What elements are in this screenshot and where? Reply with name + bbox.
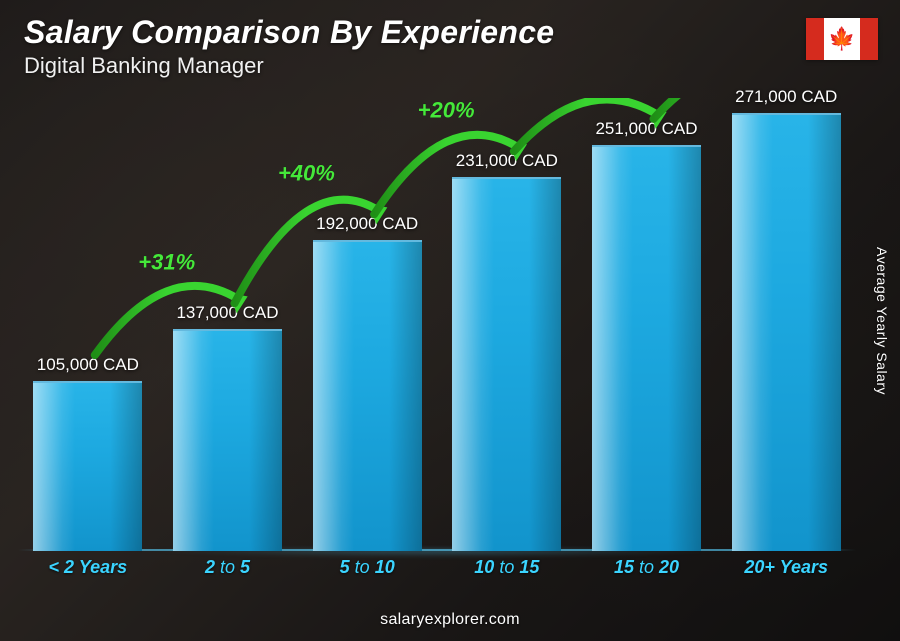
x-axis-label: 20+ Years <box>716 551 856 579</box>
bar: 231,000 CAD <box>452 177 561 551</box>
bar-slot: 192,000 CAD <box>297 98 437 551</box>
flag-band-left <box>806 18 824 60</box>
x-axis-label: < 2 Years <box>18 551 158 579</box>
title-block: Salary Comparison By Experience Digital … <box>24 14 554 79</box>
chart-subtitle: Digital Banking Manager <box>24 53 554 79</box>
y-axis-label: Average Yearly Salary <box>874 247 890 395</box>
maple-leaf-icon: 🍁 <box>828 28 855 50</box>
x-axis-label: 5 to 10 <box>297 551 437 579</box>
bar-slot: 271,000 CAD <box>716 98 856 551</box>
bar-value-label: 192,000 CAD <box>316 214 418 234</box>
x-axis-label: 10 to 15 <box>437 551 577 579</box>
bar-value-label: 231,000 CAD <box>456 151 558 171</box>
bar: 105,000 CAD <box>33 381 142 551</box>
bar: 192,000 CAD <box>313 240 422 551</box>
bar-value-label: 137,000 CAD <box>176 303 278 323</box>
bar: 137,000 CAD <box>173 329 282 551</box>
bar-slot: 231,000 CAD <box>437 98 577 551</box>
bar-slot: 137,000 CAD <box>158 98 298 551</box>
canada-flag-icon: 🍁 <box>806 18 878 60</box>
bar-value-label: 271,000 CAD <box>735 87 837 107</box>
bar-slot: 105,000 CAD <box>18 98 158 551</box>
x-axis-label: 2 to 5 <box>158 551 298 579</box>
flag-band-right <box>860 18 878 60</box>
bar-value-label: 251,000 CAD <box>595 119 697 139</box>
chart-title: Salary Comparison By Experience <box>24 14 554 51</box>
footer-source: salaryexplorer.com <box>0 611 900 629</box>
chart-canvas: Salary Comparison By Experience Digital … <box>0 0 900 641</box>
bar-slot: 251,000 CAD <box>577 98 717 551</box>
bar-value-label: 105,000 CAD <box>37 355 139 375</box>
bar: 271,000 CAD <box>732 113 841 551</box>
flag-band-center: 🍁 <box>824 18 860 60</box>
bar: 251,000 CAD <box>592 145 701 551</box>
x-labels-row: < 2 Years2 to 55 to 1010 to 1515 to 2020… <box>18 551 856 579</box>
bars-container: 105,000 CAD 137,000 CAD 192,000 CAD 231,000… <box>18 98 856 551</box>
chart-area: 105,000 CAD 137,000 CAD 192,000 CAD 231,000… <box>18 98 856 579</box>
x-axis-label: 15 to 20 <box>577 551 717 579</box>
